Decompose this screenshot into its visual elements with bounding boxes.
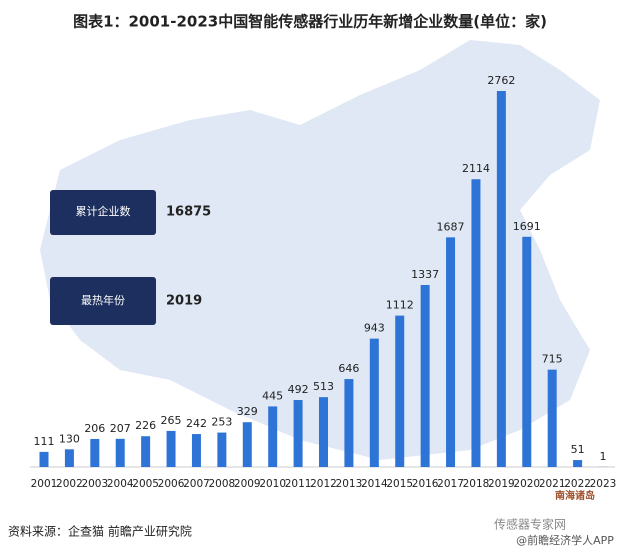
value-label: 445 [262,389,283,402]
x-tick-label: 2021 [539,478,566,490]
x-tick-label: 2005 [132,478,159,490]
x-tick-label: 2004 [107,478,134,490]
bar [166,430,176,467]
x-tick-label: 2008 [208,478,235,490]
bar [242,422,252,467]
value-label: 943 [364,322,385,335]
bar [293,400,303,467]
stat-label: 累计企业数 [76,204,131,218]
value-label: 206 [84,422,105,435]
x-tick-label: 2002 [56,478,83,490]
value-label: 2114 [462,162,490,175]
value-label: 253 [211,416,232,429]
value-label: 2762 [487,74,515,87]
bar [471,179,481,467]
value-label: 513 [313,380,334,393]
value-label: 51 [571,443,585,456]
bar [217,432,227,467]
source: 资料来源：企查猫 前瞻产业研究院 [8,524,192,539]
map-background [40,40,600,460]
stat-panel [50,190,156,235]
x-tick-label: 2011 [285,478,312,490]
value-label: 111 [34,435,55,448]
stat-value: 2019 [166,294,202,309]
x-tick-label: 2022 [564,478,591,490]
x-tick-label: 2007 [183,478,210,490]
bar [446,237,456,467]
x-tick-label: 2016 [412,478,439,490]
chart-title: 图表1：2001-2023中国智能传感器行业历年新增企业数量(单位：家) [73,13,547,31]
bar [369,338,379,467]
x-tick-label: 2013 [336,478,363,490]
stat-label: 最热年份 [81,293,125,307]
x-tick-label: 2001 [31,478,58,490]
x-tick-label: 2012 [310,478,337,490]
stat-box [50,190,156,325]
bar [191,434,201,467]
value-label: 329 [237,405,258,418]
bar [115,438,125,467]
x-tick-label: 2017 [437,478,464,490]
bar [319,397,328,467]
value-label: 207 [110,422,131,435]
watermark: 传感器专家网 [494,517,566,532]
bar [90,438,100,467]
watermark: @前瞻经济学人APP [516,533,614,547]
stat-panel [50,277,156,325]
value-label: 130 [59,432,80,445]
bar [547,369,557,467]
value-label: 1337 [411,268,439,281]
bar [420,284,430,467]
x-tick-label: 2009 [234,478,261,490]
x-tick-label: 2018 [463,478,490,490]
bar [496,91,506,467]
map-note: 南海诸岛 [555,489,595,502]
value-label: 492 [288,383,309,396]
x-tick-label: 2003 [81,478,108,490]
value-label: 1 [600,450,607,463]
bar [268,406,278,467]
value-label: 646 [338,362,359,375]
bar [395,315,405,467]
x-tick-label: 2014 [361,478,388,490]
value-label: 1112 [386,299,414,312]
value-label: 1687 [437,220,465,233]
x-tick-label: 2023 [590,478,617,490]
bar [573,460,583,467]
value-label: 715 [542,353,563,366]
bar [522,236,532,467]
x-tick-label: 2010 [259,478,286,490]
bar [344,379,354,467]
value-label: 265 [161,414,182,427]
stat-value: 16875 [166,205,211,220]
bar [39,451,49,467]
x-tick-label: 2020 [513,478,540,490]
x-tick-label: 2015 [386,478,413,490]
x-tick-label: 2006 [158,478,185,490]
bar [141,436,151,467]
x-tick-label: 2019 [488,478,515,490]
value-label: 1691 [513,220,541,233]
bar [64,449,74,467]
value-label: 242 [186,417,207,430]
value-label: 226 [135,419,156,432]
